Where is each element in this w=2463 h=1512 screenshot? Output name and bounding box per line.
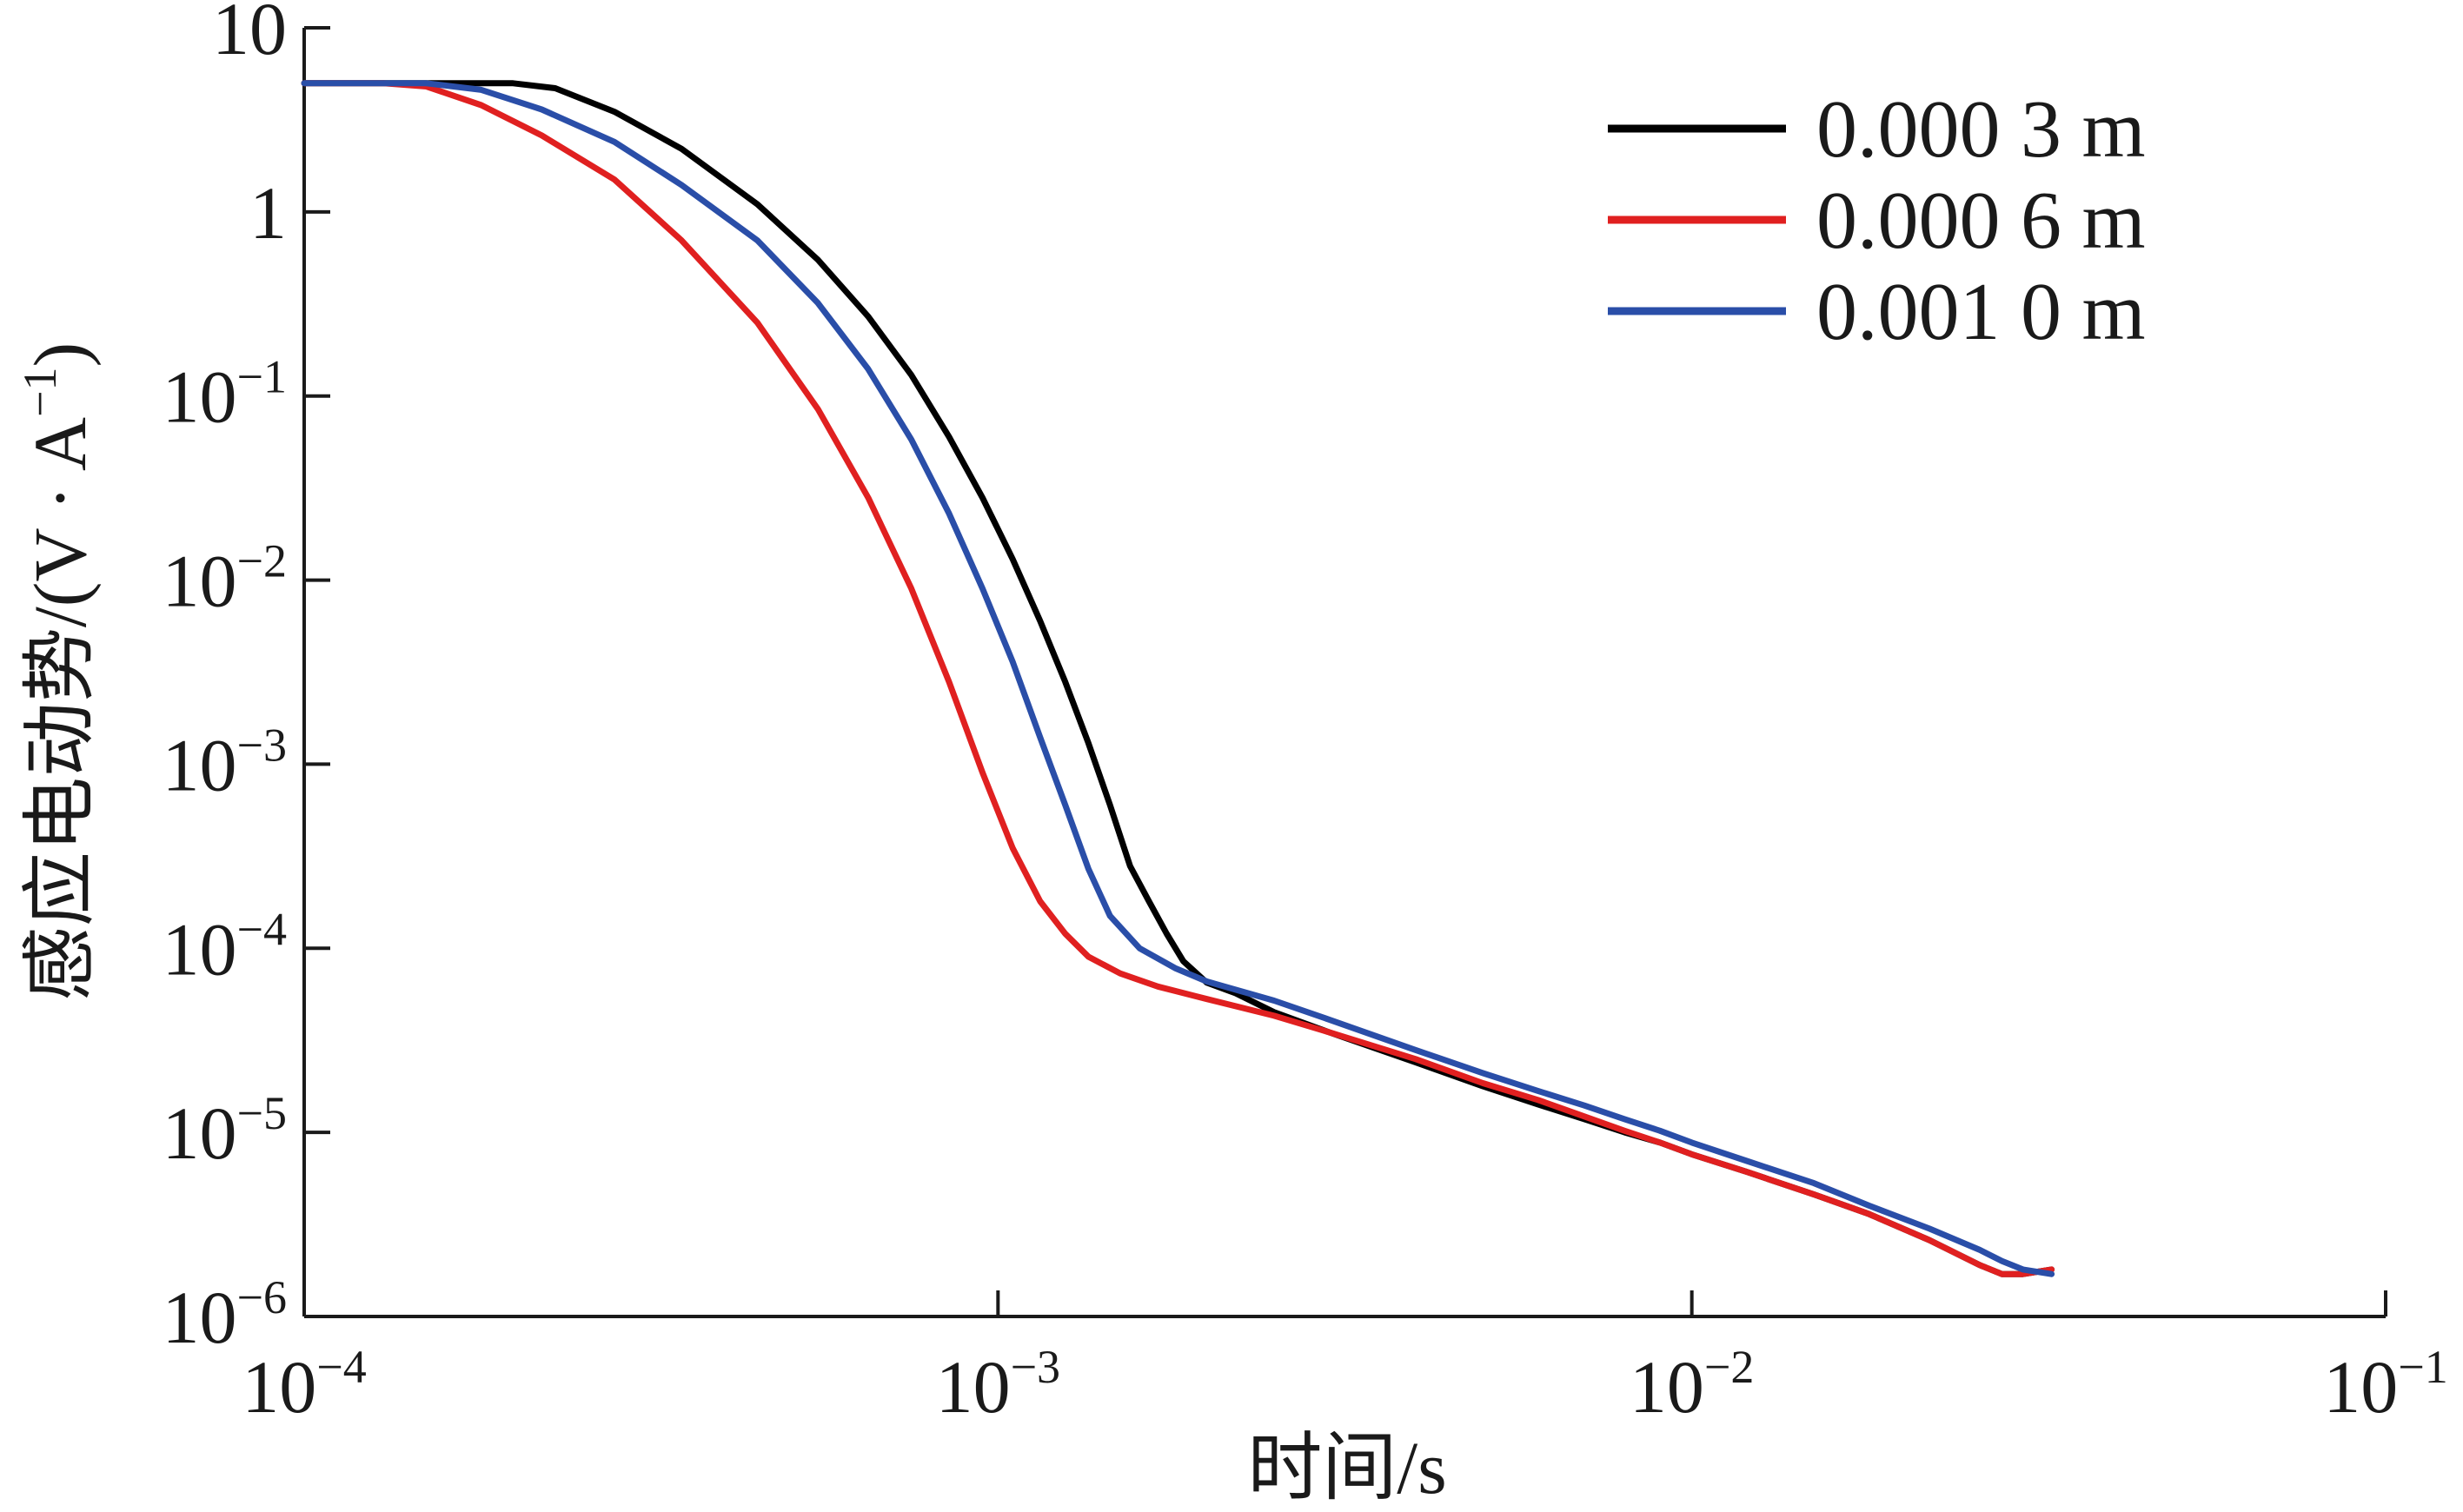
series-line-1: [301, 80, 2055, 1277]
x-tick-label-base: 10: [242, 1345, 316, 1429]
y-tick-label-exponent: −5: [237, 1087, 287, 1139]
x-tick-label: 10−1: [2323, 1341, 2447, 1429]
x-tick-label-exponent: −3: [1011, 1341, 1060, 1393]
legend-label-1: 0.000 3 m: [1816, 84, 2146, 175]
series-lines: [301, 80, 2055, 1277]
y-tick-label-exponent: −4: [237, 903, 287, 955]
y-tick-label: 10−2: [163, 535, 287, 623]
y-tick-label-exponent: −1: [237, 351, 287, 403]
y-tick-label-base: 10: [163, 1091, 237, 1175]
y-tick-label: 1: [249, 171, 287, 255]
x-ticks: 10−4 10−3 10−2 10−1: [242, 1290, 2448, 1429]
y-axis-title-exponent: −1: [14, 368, 66, 417]
y-tick-label: 10−5: [163, 1087, 287, 1175]
y-tick-label-exponent: −6: [237, 1271, 287, 1323]
x-axis-title: 时间/s: [1247, 1426, 1446, 1509]
x-tick-label: 10−4: [242, 1341, 366, 1429]
y-tick-label: 10−3: [163, 719, 287, 806]
svg-text:感应电动势/(V · A−1): 感应电动势/(V · A−1): [14, 342, 102, 1001]
y-axis-title-main: 感应电动势/(V · A: [18, 417, 102, 1001]
x-tick-label-exponent: −2: [1704, 1341, 1754, 1393]
y-axis-title: 感应电动势/(V · A−1): [14, 342, 102, 1001]
y-tick-label-base: 10: [212, 0, 287, 70]
y-tick-label-exponent: −2: [237, 535, 287, 587]
y-axis-title-close: ): [18, 342, 102, 368]
y-tick-label: 10−6: [163, 1271, 287, 1359]
x-tick-label-base: 10: [1630, 1345, 1704, 1429]
y-tick-label: 10−4: [163, 903, 287, 991]
x-tick-label-base: 10: [2323, 1345, 2398, 1429]
x-tick-label-exponent: −1: [2398, 1341, 2447, 1393]
y-tick-label-base: 10: [163, 540, 237, 623]
series-line-2: [301, 80, 2055, 1277]
y-tick-label: 10−1: [163, 351, 287, 439]
y-tick-label-exponent: −3: [237, 719, 287, 771]
legend-label-3: 0.001 0 m: [1816, 267, 2146, 357]
series-line-3: [301, 80, 2055, 1277]
y-tick-label-base: 10: [163, 355, 237, 439]
legend: 0.000 3 m0.000 6 m0.001 0 m: [1608, 84, 2146, 357]
legend-label-2: 0.000 6 m: [1816, 176, 2146, 266]
y-tick-label-base: 1: [249, 171, 287, 255]
x-tick-label: 10−3: [936, 1341, 1060, 1429]
y-tick-label-base: 10: [163, 1276, 237, 1359]
plot-area: 10−4 10−3 10−2 10−1 10110−110−210−310−410−5…: [163, 0, 2448, 1429]
x-tick-label-exponent: −4: [316, 1341, 366, 1393]
y-tick-label-base: 10: [163, 907, 237, 991]
y-tick-label: 10: [212, 0, 287, 70]
x-tick-label-base: 10: [936, 1345, 1011, 1429]
x-tick-label: 10−2: [1630, 1341, 1754, 1429]
y-tick-label-base: 10: [163, 723, 237, 806]
